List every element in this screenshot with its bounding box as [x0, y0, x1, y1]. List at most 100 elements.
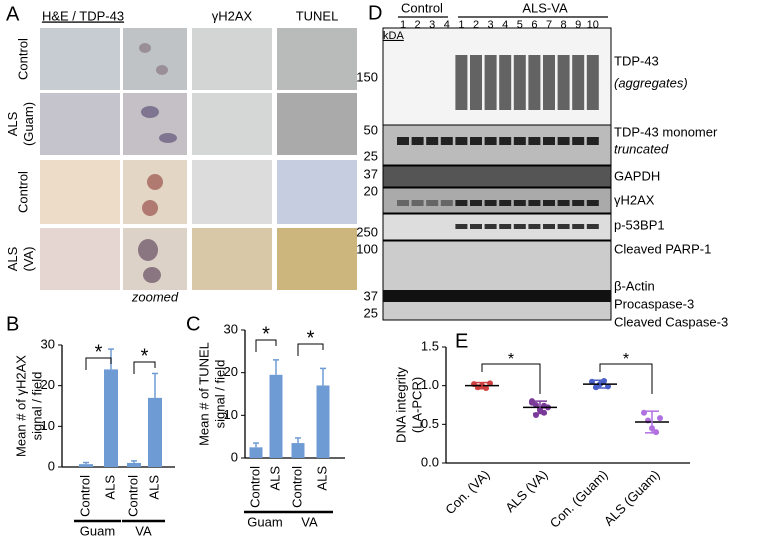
y-axis-label: DNA integrity [393, 367, 408, 443]
significance-bracket [481, 363, 541, 394]
x-tick-label: ALS [267, 466, 282, 491]
bar [127, 462, 141, 467]
zoom-note: zoomed [131, 289, 179, 304]
y-axis-label: signal / field [212, 360, 227, 429]
y-axis-label: Mean # of γH2AX [13, 355, 28, 457]
band [528, 137, 541, 145]
mw-marker: 25 [364, 305, 378, 320]
band [470, 137, 482, 145]
band [572, 200, 585, 206]
significance-star: * [623, 351, 629, 368]
y-tick-label: 30 [224, 321, 238, 336]
histology-images [40, 28, 357, 290]
protein-label: GAPDH [614, 168, 660, 183]
significance-star: * [95, 341, 103, 363]
bar [79, 464, 93, 467]
lane-number: 2 [415, 19, 421, 31]
band [513, 55, 526, 110]
band [586, 200, 599, 206]
lane-number: 9 [575, 19, 581, 31]
x-tick-label: Control [77, 475, 92, 517]
data-point [657, 415, 663, 422]
protein-label: Cleaved Caspase-3 [614, 314, 728, 329]
mw-marker: 20 [364, 183, 378, 198]
band [572, 224, 585, 229]
significance-bracket [85, 357, 112, 370]
data-point [653, 429, 659, 436]
row-label: Control [15, 38, 30, 80]
band [557, 200, 570, 206]
band [484, 55, 497, 110]
protein-label: Cleaved PARP-1 [614, 241, 711, 256]
significance-star: * [508, 351, 514, 368]
row-label: ALS(VA) [5, 246, 36, 271]
band [572, 137, 585, 145]
band [557, 137, 570, 145]
band [455, 224, 468, 229]
bar [148, 397, 162, 467]
band [484, 137, 497, 145]
protein-label: γH2AX [614, 192, 655, 207]
band [470, 224, 482, 229]
band [513, 224, 526, 229]
significance-bracket [599, 363, 653, 394]
band [543, 137, 555, 145]
significance-star: * [262, 323, 270, 345]
band [499, 200, 512, 206]
bar [104, 369, 118, 467]
band [470, 55, 482, 110]
protein-label: truncated [614, 141, 669, 156]
bar [291, 443, 305, 458]
band [455, 55, 468, 110]
x-tick-label: ALS [314, 466, 329, 491]
y-tick-label: 0 [48, 458, 55, 473]
unit-label: kDA [383, 30, 404, 42]
row-label: ALS(Guam) [5, 102, 36, 146]
band [499, 137, 512, 145]
lane-number: 3 [488, 19, 494, 31]
lane-number: 5 [517, 19, 523, 31]
band [411, 200, 424, 206]
band [470, 200, 482, 206]
panel-letter: B [6, 313, 19, 335]
y-tick-label: 0.0 [421, 454, 439, 469]
mw-marker: 25 [364, 148, 378, 163]
band [426, 200, 439, 206]
band [411, 137, 424, 145]
protein-label: p-53BP1 [614, 217, 665, 232]
mw-marker: 250 [356, 224, 378, 239]
protein-label: Procaspase-3 [614, 296, 694, 311]
band [543, 55, 555, 110]
band [528, 200, 541, 206]
lane-number: 6 [531, 19, 537, 31]
y-tick-label: 0.5 [421, 416, 439, 431]
y-axis-label: signal / field [29, 372, 44, 441]
band [484, 200, 497, 206]
x-tick-label: Control [289, 466, 304, 508]
band [557, 224, 570, 229]
significance-bracket [133, 361, 156, 374]
bar [249, 447, 263, 458]
band [543, 224, 555, 229]
column-header: H&E / TDP-43 [42, 8, 124, 23]
y-axis-label: Mean # of TUNEL [196, 342, 211, 446]
significance-star: * [141, 345, 149, 367]
group-label: VA [301, 514, 318, 529]
protein-label: TDP-43 [614, 53, 659, 68]
panel-letter: E [455, 330, 468, 352]
x-tick-label: ALS [146, 475, 161, 500]
significance-bracket [255, 339, 277, 352]
band [484, 224, 497, 229]
band [586, 137, 599, 145]
lane-number: 4 [444, 19, 450, 31]
band [528, 224, 541, 229]
bar [269, 374, 283, 458]
group-label: Guam [247, 514, 282, 529]
band [513, 200, 526, 206]
lane-number: 1 [458, 19, 464, 31]
y-tick-label: 1.5 [421, 338, 439, 353]
band [440, 137, 453, 145]
protein-label: TDP-43 monomer [614, 124, 718, 139]
x-tick-label: Con. (Guam) [547, 467, 611, 531]
y-tick-label: 10 [41, 418, 55, 433]
